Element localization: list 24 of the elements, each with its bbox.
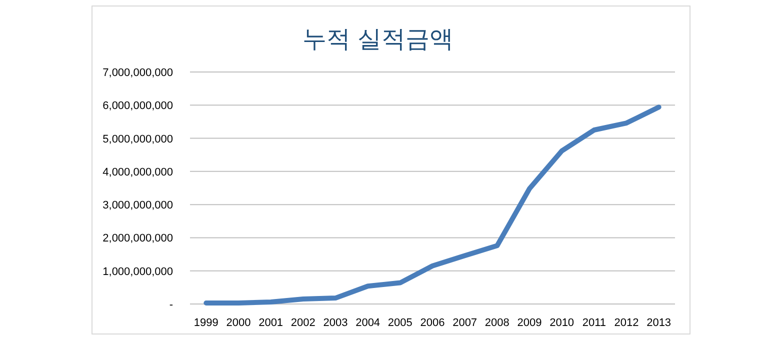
y-tick-label: 5,000,000,000 <box>102 133 173 146</box>
x-tick-label: 2003 <box>323 317 348 329</box>
y-tick-label: - <box>169 299 174 311</box>
y-tick-label: 2,000,000,000 <box>102 232 173 245</box>
y-tick-label: 4,000,000,000 <box>102 166 173 178</box>
chart-title: 누적 실적금액 <box>302 26 454 53</box>
x-tick-label: 2002 <box>290 317 316 329</box>
y-tick-label: 6,000,000,000 <box>102 100 173 112</box>
x-tick-label: 1999 <box>194 317 218 329</box>
x-tick-label: 2012 <box>614 317 639 329</box>
x-tick-label: 2009 <box>517 317 542 329</box>
x-tick-label: 2004 <box>356 317 380 329</box>
y-tick-label: 3,000,000,000 <box>102 200 173 212</box>
y-tick-label: 7,000,000,000 <box>102 67 173 79</box>
x-tick-label: 2005 <box>388 317 412 329</box>
y-tick-label: 1,000,000,000 <box>102 266 173 278</box>
x-tick-label: 2011 <box>582 317 606 329</box>
x-tick-label: 2013 <box>646 317 672 329</box>
x-tick-label: 2010 <box>550 317 574 329</box>
x-tick-label: 2001 <box>258 317 284 329</box>
x-tick-label: 2008 <box>484 317 510 329</box>
x-tick-label: 2000 <box>226 317 251 329</box>
x-tick-label: 2006 <box>420 317 445 329</box>
x-tick-label: 2007 <box>452 317 478 329</box>
